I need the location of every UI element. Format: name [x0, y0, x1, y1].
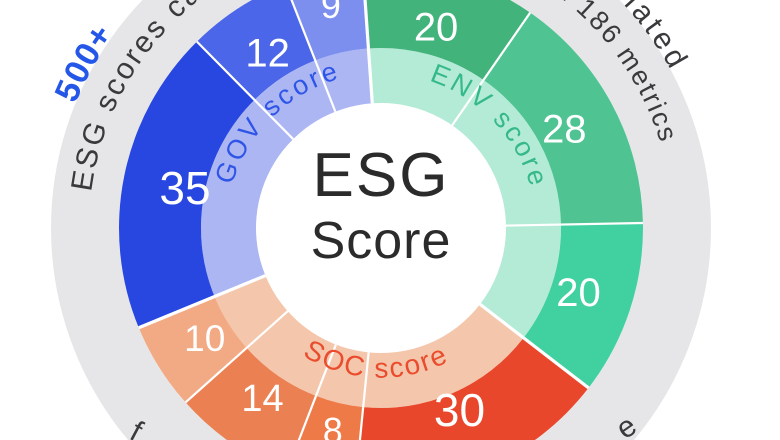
pillar-ring-segment — [214, 275, 524, 408]
metric-count-label: 35 — [159, 162, 210, 214]
metric-count-label: 9 — [321, 0, 341, 26]
category-segment — [365, 0, 531, 81]
divider-line — [358, 352, 370, 440]
category-ring — [118, 0, 644, 440]
metric-count-label: 10 — [184, 318, 225, 359]
gray-annotation-ring — [51, 0, 711, 440]
divider-line — [451, 11, 532, 126]
center-title-line1: ESG — [313, 141, 450, 210]
category-segment — [196, 0, 316, 100]
category-segment — [138, 296, 247, 403]
category-segment — [118, 41, 255, 328]
divider-line — [297, 344, 337, 440]
category-segment — [523, 222, 644, 388]
metric-count-label: 30 — [434, 384, 485, 436]
metric-count-label: 20 — [414, 5, 459, 49]
segment-divider-lines — [138, 0, 643, 440]
divider-line — [196, 40, 294, 140]
pillar-ring-segment — [368, 48, 562, 338]
metric-count-label: 8 — [323, 410, 343, 440]
metric-count-label: 20 — [556, 271, 601, 315]
pillar-ring — [201, 48, 562, 408]
center-title-line2: Score — [311, 212, 452, 270]
category-segment — [298, 395, 364, 440]
divider-line — [505, 221, 643, 227]
divider-line — [363, 0, 374, 104]
category-segment — [359, 337, 589, 440]
metric-count-label: 28 — [542, 108, 587, 152]
pillar-ring-segment — [201, 48, 373, 297]
metric-count-label: 14 — [241, 378, 283, 420]
divider-line — [479, 303, 590, 390]
category-segment — [291, 0, 369, 61]
metric-count-labels: 20 28 20 30 8 14 10 35 12 9 — [159, 0, 600, 440]
metric-count-label: 12 — [245, 32, 290, 76]
divider-line — [290, 0, 337, 113]
divider-line — [138, 274, 267, 330]
category-segment — [185, 347, 317, 440]
divider-line — [184, 310, 289, 404]
category-segment — [483, 12, 643, 225]
